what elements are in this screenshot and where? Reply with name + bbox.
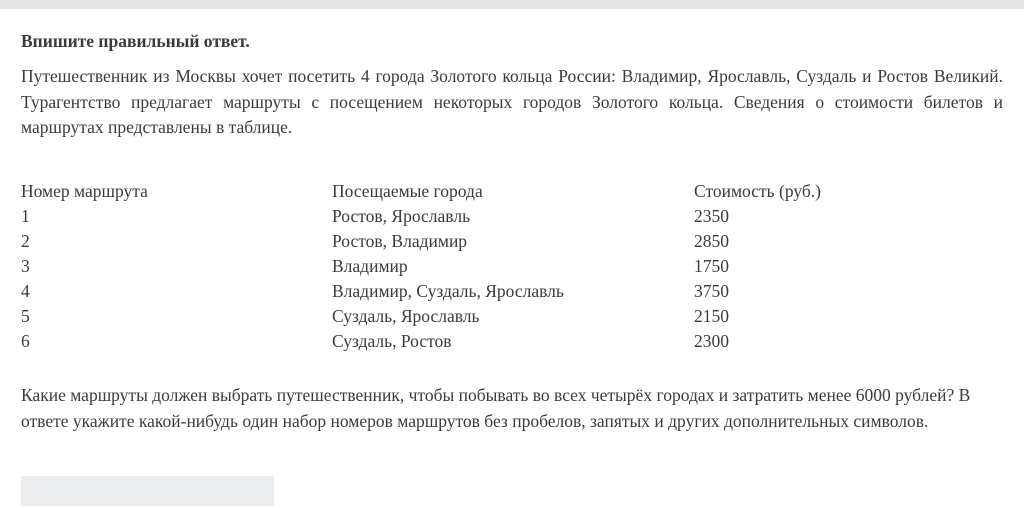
route-number-cell: 1 [21,205,30,226]
header-cost: Стоимость (руб.) [694,180,821,201]
task-description: Путешественник из Москвы хочет посетить … [21,66,1003,137]
table-row: 5 Суздаль, Ярославль 2150 [21,304,1003,329]
cities-cell: Суздаль, Ярославль [332,305,480,326]
table-row: 2 Ростов, Владимир 2850 [21,229,1003,254]
top-divider-bar [0,0,1024,9]
route-number-cell: 5 [21,305,30,326]
question-text: Какие маршруты должен выбрать путешестве… [21,384,971,431]
cost-cell: 3750 [694,280,729,301]
cities-cell: Ростов, Владимир [332,230,468,251]
table-row: 3 Владимир 1750 [21,254,1003,279]
cost-cell: 2850 [694,230,729,251]
cost-cell: 1750 [694,255,729,276]
header-cities: Посещаемые города [332,180,483,201]
route-number-cell: 4 [21,280,30,301]
table-row: 1 Ростов, Ярославль 2350 [21,204,1003,229]
table-row: 6 Суздаль, Ростов 2300 [21,329,1003,354]
route-number-cell: 2 [21,230,30,251]
table-row: 4 Владимир, Суздаль, Ярославль 3750 [21,279,1003,304]
cost-cell: 2150 [694,305,729,326]
cities-cell: Суздаль, Ростов [332,330,452,351]
cities-cell: Владимир [332,255,408,276]
cities-cell: Ростов, Ярославль [332,205,471,226]
routes-table: Номер маршрута Посещаемые города Стоимос… [21,179,1003,354]
header-route-number: Номер маршрута [21,180,148,201]
route-number-cell: 3 [21,255,30,276]
cost-cell: 2300 [694,330,729,351]
question-page: Впишите правильный ответ. Путешественник… [0,9,1024,506]
route-number-cell: 6 [21,330,30,351]
table-header-row: Номер маршрута Посещаемые города Стоимос… [21,179,1003,204]
cost-cell: 2350 [694,205,729,226]
answer-input[interactable] [21,475,274,506]
page-title: Впишите правильный ответ. [21,31,250,51]
cities-cell: Владимир, Суздаль, Ярославль [332,280,564,301]
